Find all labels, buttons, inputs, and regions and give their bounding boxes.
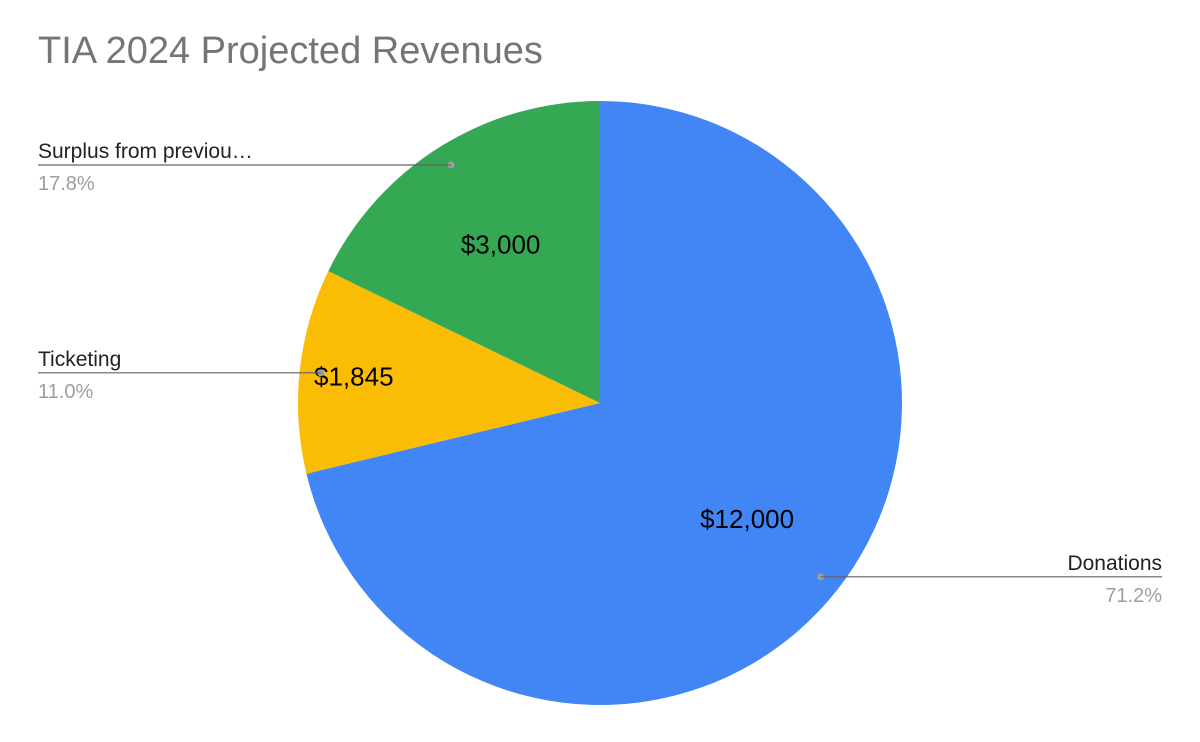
slice-percent-label: 11.0%	[38, 381, 93, 403]
slice-percent-label: 17.8%	[38, 173, 95, 195]
slice-value-label: $3,000	[461, 229, 541, 259]
slice-value-label: $12,000	[700, 504, 794, 534]
slice-percent-label: 71.2%	[1105, 585, 1162, 607]
pie-slice-donations	[306, 101, 902, 705]
slice-value-label: $1,845	[314, 361, 394, 391]
chart-title: TIA 2024 Projected Revenues	[38, 30, 543, 72]
pie-slice-ticketing	[298, 271, 600, 474]
pie-slice-surplus-from-previou	[328, 101, 600, 403]
slice-name-label: Surplus from previou…	[38, 140, 253, 163]
slice-name-label: Ticketing	[38, 348, 121, 371]
slice-name-label: Donations	[1067, 552, 1162, 575]
